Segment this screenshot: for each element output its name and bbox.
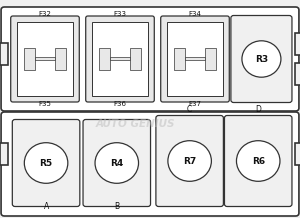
Bar [92,22,148,96]
Text: R5: R5 [40,158,52,167]
FancyBboxPatch shape [86,16,154,102]
Text: R7: R7 [183,157,196,165]
Bar [17,22,73,96]
Bar [295,63,300,85]
Text: F36: F36 [113,101,127,107]
FancyBboxPatch shape [1,112,299,216]
Text: R3: R3 [255,54,268,63]
Bar [55,48,66,70]
Text: R4: R4 [110,158,123,167]
Bar [295,33,300,55]
Bar [174,48,185,70]
Text: B: B [114,202,119,211]
Text: F35: F35 [39,101,51,107]
Circle shape [24,143,68,183]
Text: A: A [44,202,49,211]
FancyBboxPatch shape [11,16,79,102]
Circle shape [242,41,281,77]
Bar [0,43,8,65]
Bar [205,48,216,70]
Bar [185,58,205,61]
Circle shape [168,141,212,181]
Bar [24,48,35,70]
Text: F33: F33 [113,11,127,17]
Circle shape [236,141,280,181]
Text: F37: F37 [188,101,202,107]
FancyBboxPatch shape [12,119,80,206]
Bar [99,48,110,70]
Bar [130,48,141,70]
Bar [0,143,8,165]
FancyBboxPatch shape [156,116,224,206]
Circle shape [95,143,139,183]
Text: R6: R6 [252,157,265,165]
Bar [295,143,300,165]
Bar [110,58,130,61]
Text: D: D [255,105,261,114]
FancyBboxPatch shape [231,15,292,102]
FancyBboxPatch shape [83,119,151,206]
Text: F32: F32 [39,11,51,17]
FancyBboxPatch shape [1,7,299,111]
Bar [35,58,55,61]
Text: F34: F34 [189,11,201,17]
Text: C: C [187,105,192,114]
Text: AUTO GENIUS: AUTO GENIUS [95,119,175,129]
FancyBboxPatch shape [224,116,292,206]
FancyBboxPatch shape [161,16,229,102]
Bar [167,22,223,96]
